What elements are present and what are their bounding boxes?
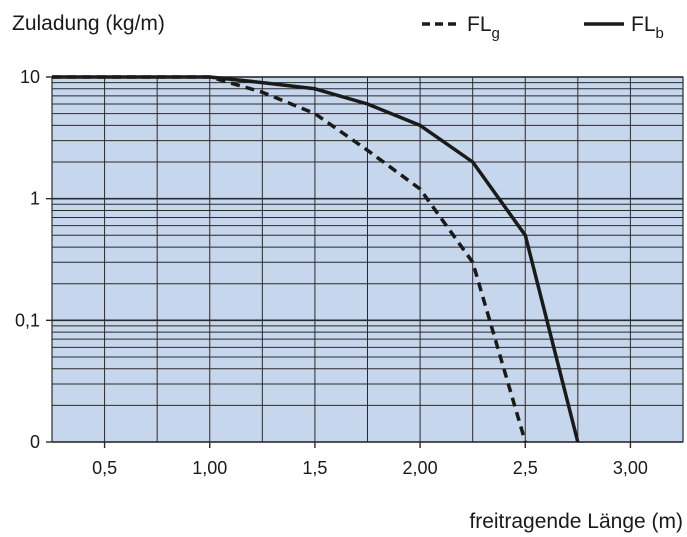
y-tick-label: 0,1 — [15, 310, 40, 330]
legend: FLg FLb — [422, 13, 664, 42]
y-axis-title: Zuladung (kg/m) — [12, 12, 165, 35]
y-tick-label: 1 — [30, 189, 40, 209]
svg-text:FLg: FLg — [467, 13, 500, 42]
legend-subscript-dashed: g — [492, 25, 500, 42]
legend-item-solid: FLb — [584, 13, 664, 42]
x-tick-label: 3,00 — [613, 458, 648, 478]
plot-border — [51, 76, 684, 443]
x-tick-label: 1,00 — [192, 458, 227, 478]
x-tick-label: 0,5 — [92, 458, 117, 478]
x-axis-title: freitragende Länge (m) — [469, 510, 683, 533]
x-tick-label: 2,00 — [403, 458, 438, 478]
y-tick-label: 0 — [30, 432, 40, 452]
legend-label-dashed: FL — [467, 13, 492, 36]
series-line-solid — [52, 75, 580, 443]
x-tick-label: 1,5 — [302, 458, 327, 478]
legend-label-solid: FL — [631, 13, 656, 36]
grid — [51, 76, 684, 443]
legend-item-dashed: FLg — [422, 13, 500, 42]
y-tick-label: 10 — [20, 67, 40, 87]
legend-subscript-solid: b — [656, 25, 664, 42]
svg-text:FLb: FLb — [631, 13, 664, 42]
x-tick-label: 2,5 — [513, 458, 538, 478]
